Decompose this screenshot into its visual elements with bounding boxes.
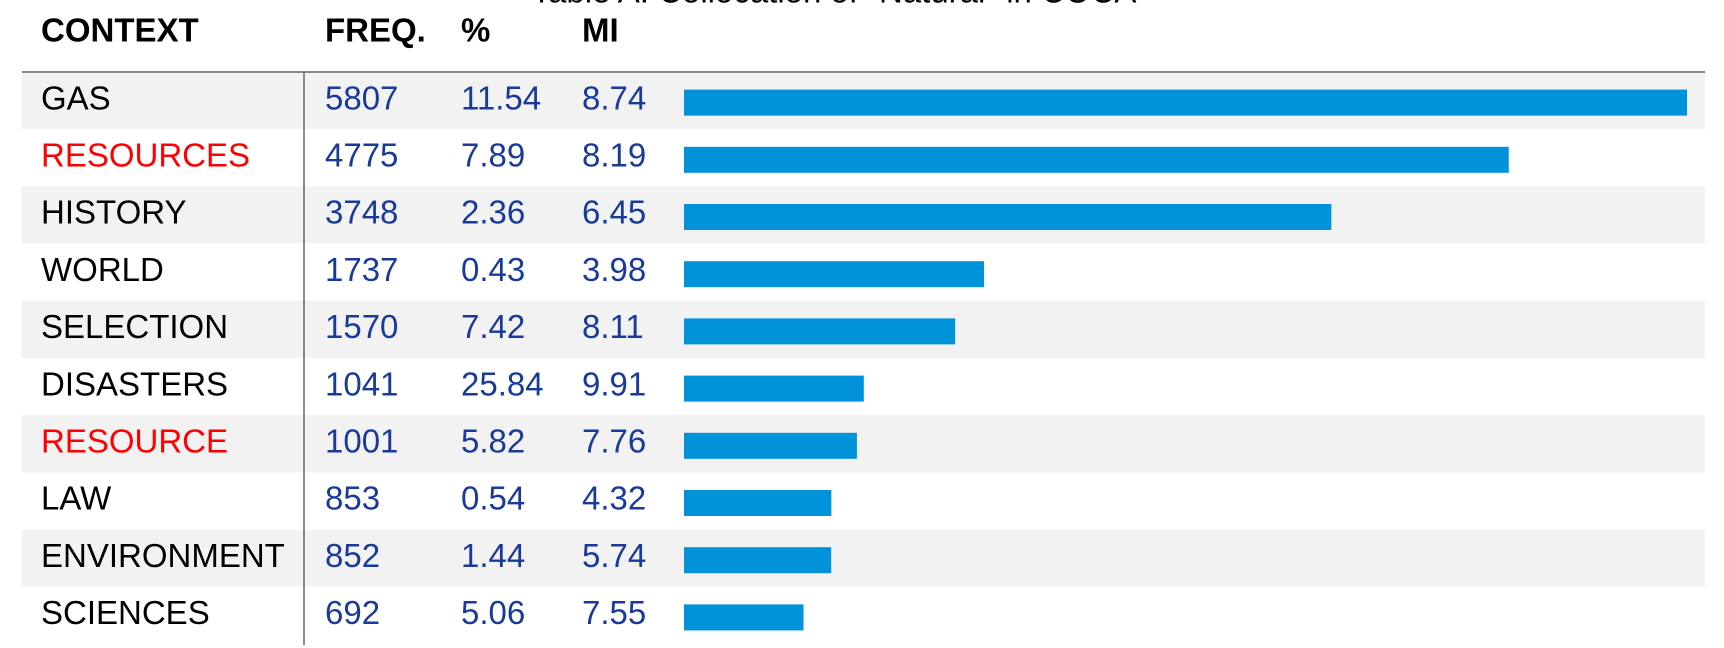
- context-cell: RESOURCE: [41, 423, 228, 460]
- mi-cell: 8.74: [582, 79, 646, 116]
- freq-cell: 5807: [325, 79, 398, 116]
- context-cell: LAW: [41, 480, 112, 517]
- freq-cell: 1570: [325, 308, 398, 345]
- freq-cell: 3748: [325, 194, 398, 231]
- freq-cell: 853: [325, 480, 380, 517]
- percent-cell: 5.06: [461, 594, 525, 631]
- freq-cell: 852: [325, 537, 380, 574]
- freq-bar: [684, 261, 985, 288]
- mi-cell: 9.91: [582, 365, 646, 402]
- row-stripe: [22, 415, 1705, 473]
- context-cell: RESOURCES: [41, 137, 250, 174]
- freq-cell: 1001: [325, 423, 398, 460]
- context-cell: HISTORY: [41, 194, 187, 231]
- context-cell: ENVIRONMENT: [41, 537, 285, 574]
- percent-cell: 25.84: [461, 365, 544, 402]
- table-title: Table A: Collocation of "Natural" in COC…: [532, 0, 1137, 10]
- freq-bar: [684, 375, 864, 402]
- mi-cell: 3.98: [582, 251, 646, 288]
- column-header: CONTEXT: [41, 12, 199, 49]
- mi-cell: 6.45: [582, 194, 646, 231]
- percent-cell: 0.43: [461, 251, 525, 288]
- context-cell: WORLD: [41, 251, 164, 288]
- percent-cell: 5.82: [461, 423, 525, 460]
- mi-cell: 8.19: [582, 137, 646, 174]
- freq-cell: 1737: [325, 251, 398, 288]
- freq-bar: [684, 318, 956, 345]
- context-cell: SCIENCES: [41, 594, 210, 631]
- percent-cell: 7.42: [461, 308, 525, 345]
- mi-cell: 7.55: [582, 594, 646, 631]
- mi-cell: 5.74: [582, 537, 646, 574]
- mi-cell: 8.11: [582, 308, 644, 345]
- column-header: %: [461, 12, 490, 49]
- percent-cell: 2.36: [461, 194, 525, 231]
- column-header: MI: [582, 12, 619, 49]
- freq-cell: 692: [325, 594, 380, 631]
- percent-cell: 11.54: [461, 79, 541, 116]
- freq-cell: 4775: [325, 137, 398, 174]
- percent-cell: 0.54: [461, 480, 525, 517]
- mi-cell: 7.76: [582, 423, 646, 460]
- table-body: GAS 5807 11.54 8.74 RESOURCES 4775 7.89 8.19 HIS…: [22, 72, 1705, 631]
- freq-bar: [684, 89, 1687, 116]
- mi-cell: 4.32: [582, 480, 646, 517]
- freq-bar: [684, 432, 857, 459]
- freq-bar: [684, 604, 804, 631]
- row-stripe: [22, 529, 1705, 587]
- column-header: FREQ.: [325, 12, 426, 49]
- context-cell: SELECTION: [41, 308, 228, 345]
- freq-bar: [684, 146, 1509, 173]
- context-cell: GAS: [41, 79, 111, 116]
- percent-cell: 1.44: [461, 537, 525, 574]
- freq-bar: [684, 204, 1332, 230]
- context-cell: DISASTERS: [41, 365, 228, 402]
- percent-cell: 7.89: [461, 137, 525, 174]
- freq-bar: [684, 490, 832, 516]
- freq-bar: [684, 547, 832, 574]
- freq-cell: 1041: [325, 365, 398, 402]
